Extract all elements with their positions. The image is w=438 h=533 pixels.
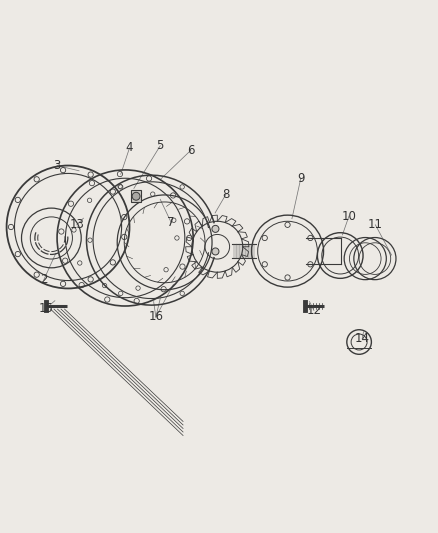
Text: 6: 6 — [187, 144, 194, 157]
Text: 2: 2 — [40, 273, 48, 286]
Text: 14: 14 — [354, 333, 369, 345]
Text: 9: 9 — [296, 172, 304, 185]
Circle shape — [212, 248, 219, 255]
Text: 16: 16 — [148, 311, 163, 324]
Text: 12: 12 — [306, 304, 321, 317]
Text: 5: 5 — [156, 139, 163, 152]
Text: 3: 3 — [53, 159, 60, 172]
Circle shape — [132, 192, 140, 200]
Text: 13: 13 — [69, 219, 84, 231]
Bar — [131, 190, 141, 203]
Text: 8: 8 — [222, 188, 229, 200]
Text: 11: 11 — [367, 219, 382, 231]
Text: 4: 4 — [125, 141, 133, 155]
Circle shape — [212, 225, 219, 232]
Text: 7: 7 — [167, 216, 175, 229]
Text: 10: 10 — [341, 209, 356, 222]
Text: 15: 15 — [39, 302, 53, 314]
